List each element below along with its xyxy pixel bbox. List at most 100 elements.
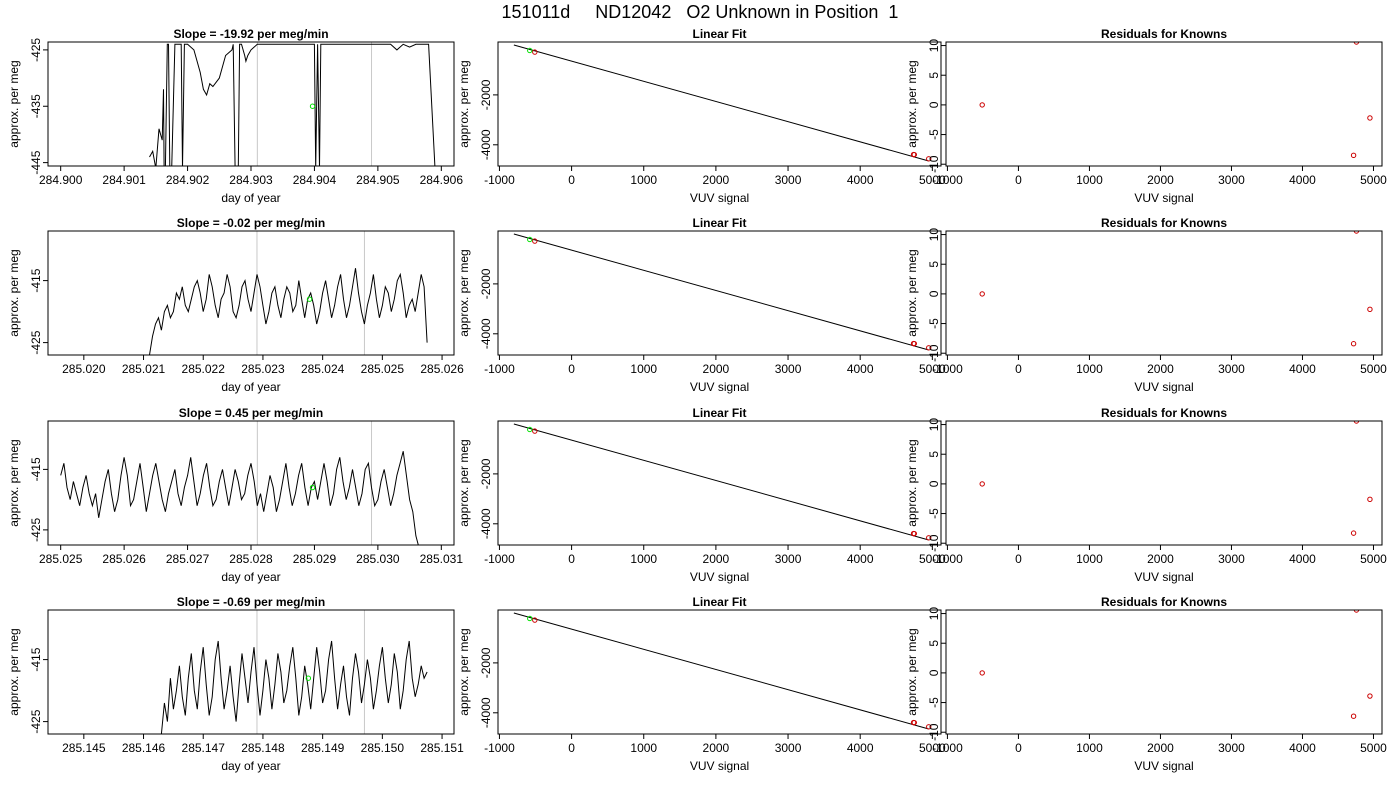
x-tick-label: 3000	[1218, 173, 1245, 187]
panel-1-3: Residuals for Knowns -1000 0 1000 2000 3000 40…	[905, 27, 1387, 205]
known-point	[911, 719, 918, 726]
data-trace	[60, 451, 419, 545]
known-point	[979, 670, 985, 676]
panel-title: Residuals for Knowns	[1101, 406, 1227, 420]
x-tick-label: 285.031	[420, 552, 464, 566]
x-tick-label: 284.905	[356, 173, 400, 187]
x-axis-label: VUV signal	[1134, 380, 1193, 394]
fit-line	[513, 44, 929, 162]
x-axis-label: VUV signal	[690, 380, 749, 394]
fit-line	[513, 612, 929, 730]
y-tick-label: -4000	[479, 697, 493, 728]
x-axis-label: day of year	[221, 380, 280, 394]
y-tick-label: -425	[29, 518, 43, 542]
y-tick-label: -10	[927, 723, 941, 741]
y-tick-label: -415	[29, 268, 43, 292]
plot-area	[513, 44, 932, 162]
panel-3-3: Residuals for Knowns -1000 0 1000 2000 3000 40…	[905, 406, 1387, 584]
x-tick-label: 285.027	[166, 552, 210, 566]
known-point	[1367, 306, 1373, 313]
x-tick-label: 285.145	[62, 741, 106, 755]
x-tick-label: -1000	[484, 552, 515, 566]
x-tick-label: -1000	[484, 362, 515, 376]
y-tick-label: -425	[29, 709, 43, 733]
known-point	[1367, 496, 1373, 503]
y-tick-label: -4000	[479, 129, 493, 160]
y-axis-label: approx. per meg	[7, 628, 21, 715]
plot-frame	[47, 420, 455, 546]
x-axis-label: VUV signal	[1134, 570, 1193, 584]
known-point	[532, 49, 538, 55]
unknown-point	[527, 47, 533, 54]
x-tick-label: 2000	[1147, 552, 1174, 566]
x-tick-label: 284.903	[229, 173, 273, 187]
x-tick-label: 285.020	[62, 362, 106, 376]
y-axis-label: approx. per meg	[7, 439, 21, 526]
x-tick-label: 284.901	[102, 173, 146, 187]
plot-frame	[497, 609, 942, 735]
panel-title: Slope = -0.02 per meg/min	[177, 216, 325, 230]
x-tick-label: 3000	[775, 552, 802, 566]
y-tick-label: 0	[927, 480, 941, 487]
y-axis-label: approx. per meg	[457, 439, 471, 526]
panel-title: Linear Fit	[692, 216, 746, 230]
known-point	[926, 535, 932, 541]
x-tick-label: 1000	[1076, 362, 1103, 376]
panel-4-1: Slope = -0.69 per meg/min 285.145 285.146 2…	[7, 595, 464, 773]
x-tick-label: 285.025	[361, 362, 405, 376]
known-point	[926, 345, 932, 351]
x-tick-label: 285.148	[241, 741, 285, 755]
known-point	[911, 151, 918, 158]
x-tick-label: 4000	[1289, 552, 1316, 566]
x-tick-label: 3000	[775, 362, 802, 376]
known-point	[532, 617, 538, 623]
y-tick-label: -445	[29, 150, 43, 174]
known-point	[1350, 341, 1357, 347]
y-tick-label: 5	[927, 451, 941, 458]
plot-frame	[945, 41, 1383, 167]
x-axis-label: day of year	[221, 570, 280, 584]
y-tick-label: 10	[927, 607, 941, 621]
x-tick-label: 1000	[1076, 552, 1103, 566]
x-tick-label: -1000	[932, 552, 963, 566]
known-point	[911, 340, 918, 347]
plot-area	[160, 640, 428, 734]
known-point	[926, 724, 932, 730]
y-tick-label: 10	[927, 228, 941, 242]
known-point	[979, 481, 985, 487]
y-tick-label: -2000	[479, 79, 493, 110]
plot-area	[149, 43, 436, 166]
x-tick-label: 285.025	[39, 552, 83, 566]
unknown-point	[527, 426, 533, 433]
x-tick-label: 284.904	[293, 173, 337, 187]
x-tick-label: 0	[568, 362, 575, 376]
panel-4-2: Linear Fit -1000 0 1000 2000 3000 4000 5000 -400…	[457, 595, 946, 773]
x-tick-label: 0	[1015, 173, 1022, 187]
x-tick-label: 2000	[703, 741, 730, 755]
x-tick-label: 1000	[1076, 173, 1103, 187]
x-tick-label: 284.906	[420, 173, 464, 187]
y-tick-label: -425	[29, 38, 43, 62]
plot-frame	[945, 230, 1383, 356]
x-tick-label: 2000	[1147, 362, 1174, 376]
y-tick-label: -425	[29, 330, 43, 354]
x-tick-label: 285.147	[182, 741, 226, 755]
panel-title: Residuals for Knowns	[1101, 27, 1227, 41]
unknown-point	[309, 103, 316, 109]
x-axis-label: VUV signal	[690, 570, 749, 584]
x-tick-label: 1000	[630, 362, 657, 376]
unknown-point	[309, 484, 316, 491]
panel-title: Linear Fit	[692, 27, 746, 41]
known-point	[1350, 713, 1357, 719]
panel-3-2: Linear Fit -1000 0 1000 2000 3000 4000 5000 -400…	[457, 406, 946, 584]
unknown-point	[305, 675, 312, 681]
y-tick-label: 5	[927, 261, 941, 268]
x-tick-label: 5000	[919, 741, 946, 755]
panel-title: Residuals for Knowns	[1101, 216, 1227, 230]
known-point	[979, 291, 985, 297]
x-tick-label: 2000	[1147, 741, 1174, 755]
y-tick-label: -2000	[479, 647, 493, 678]
x-tick-label: 285.021	[122, 362, 166, 376]
panel-2-2: Linear Fit -1000 0 1000 2000 3000 4000 5000 -400…	[457, 216, 946, 394]
x-tick-label: 3000	[1218, 362, 1245, 376]
